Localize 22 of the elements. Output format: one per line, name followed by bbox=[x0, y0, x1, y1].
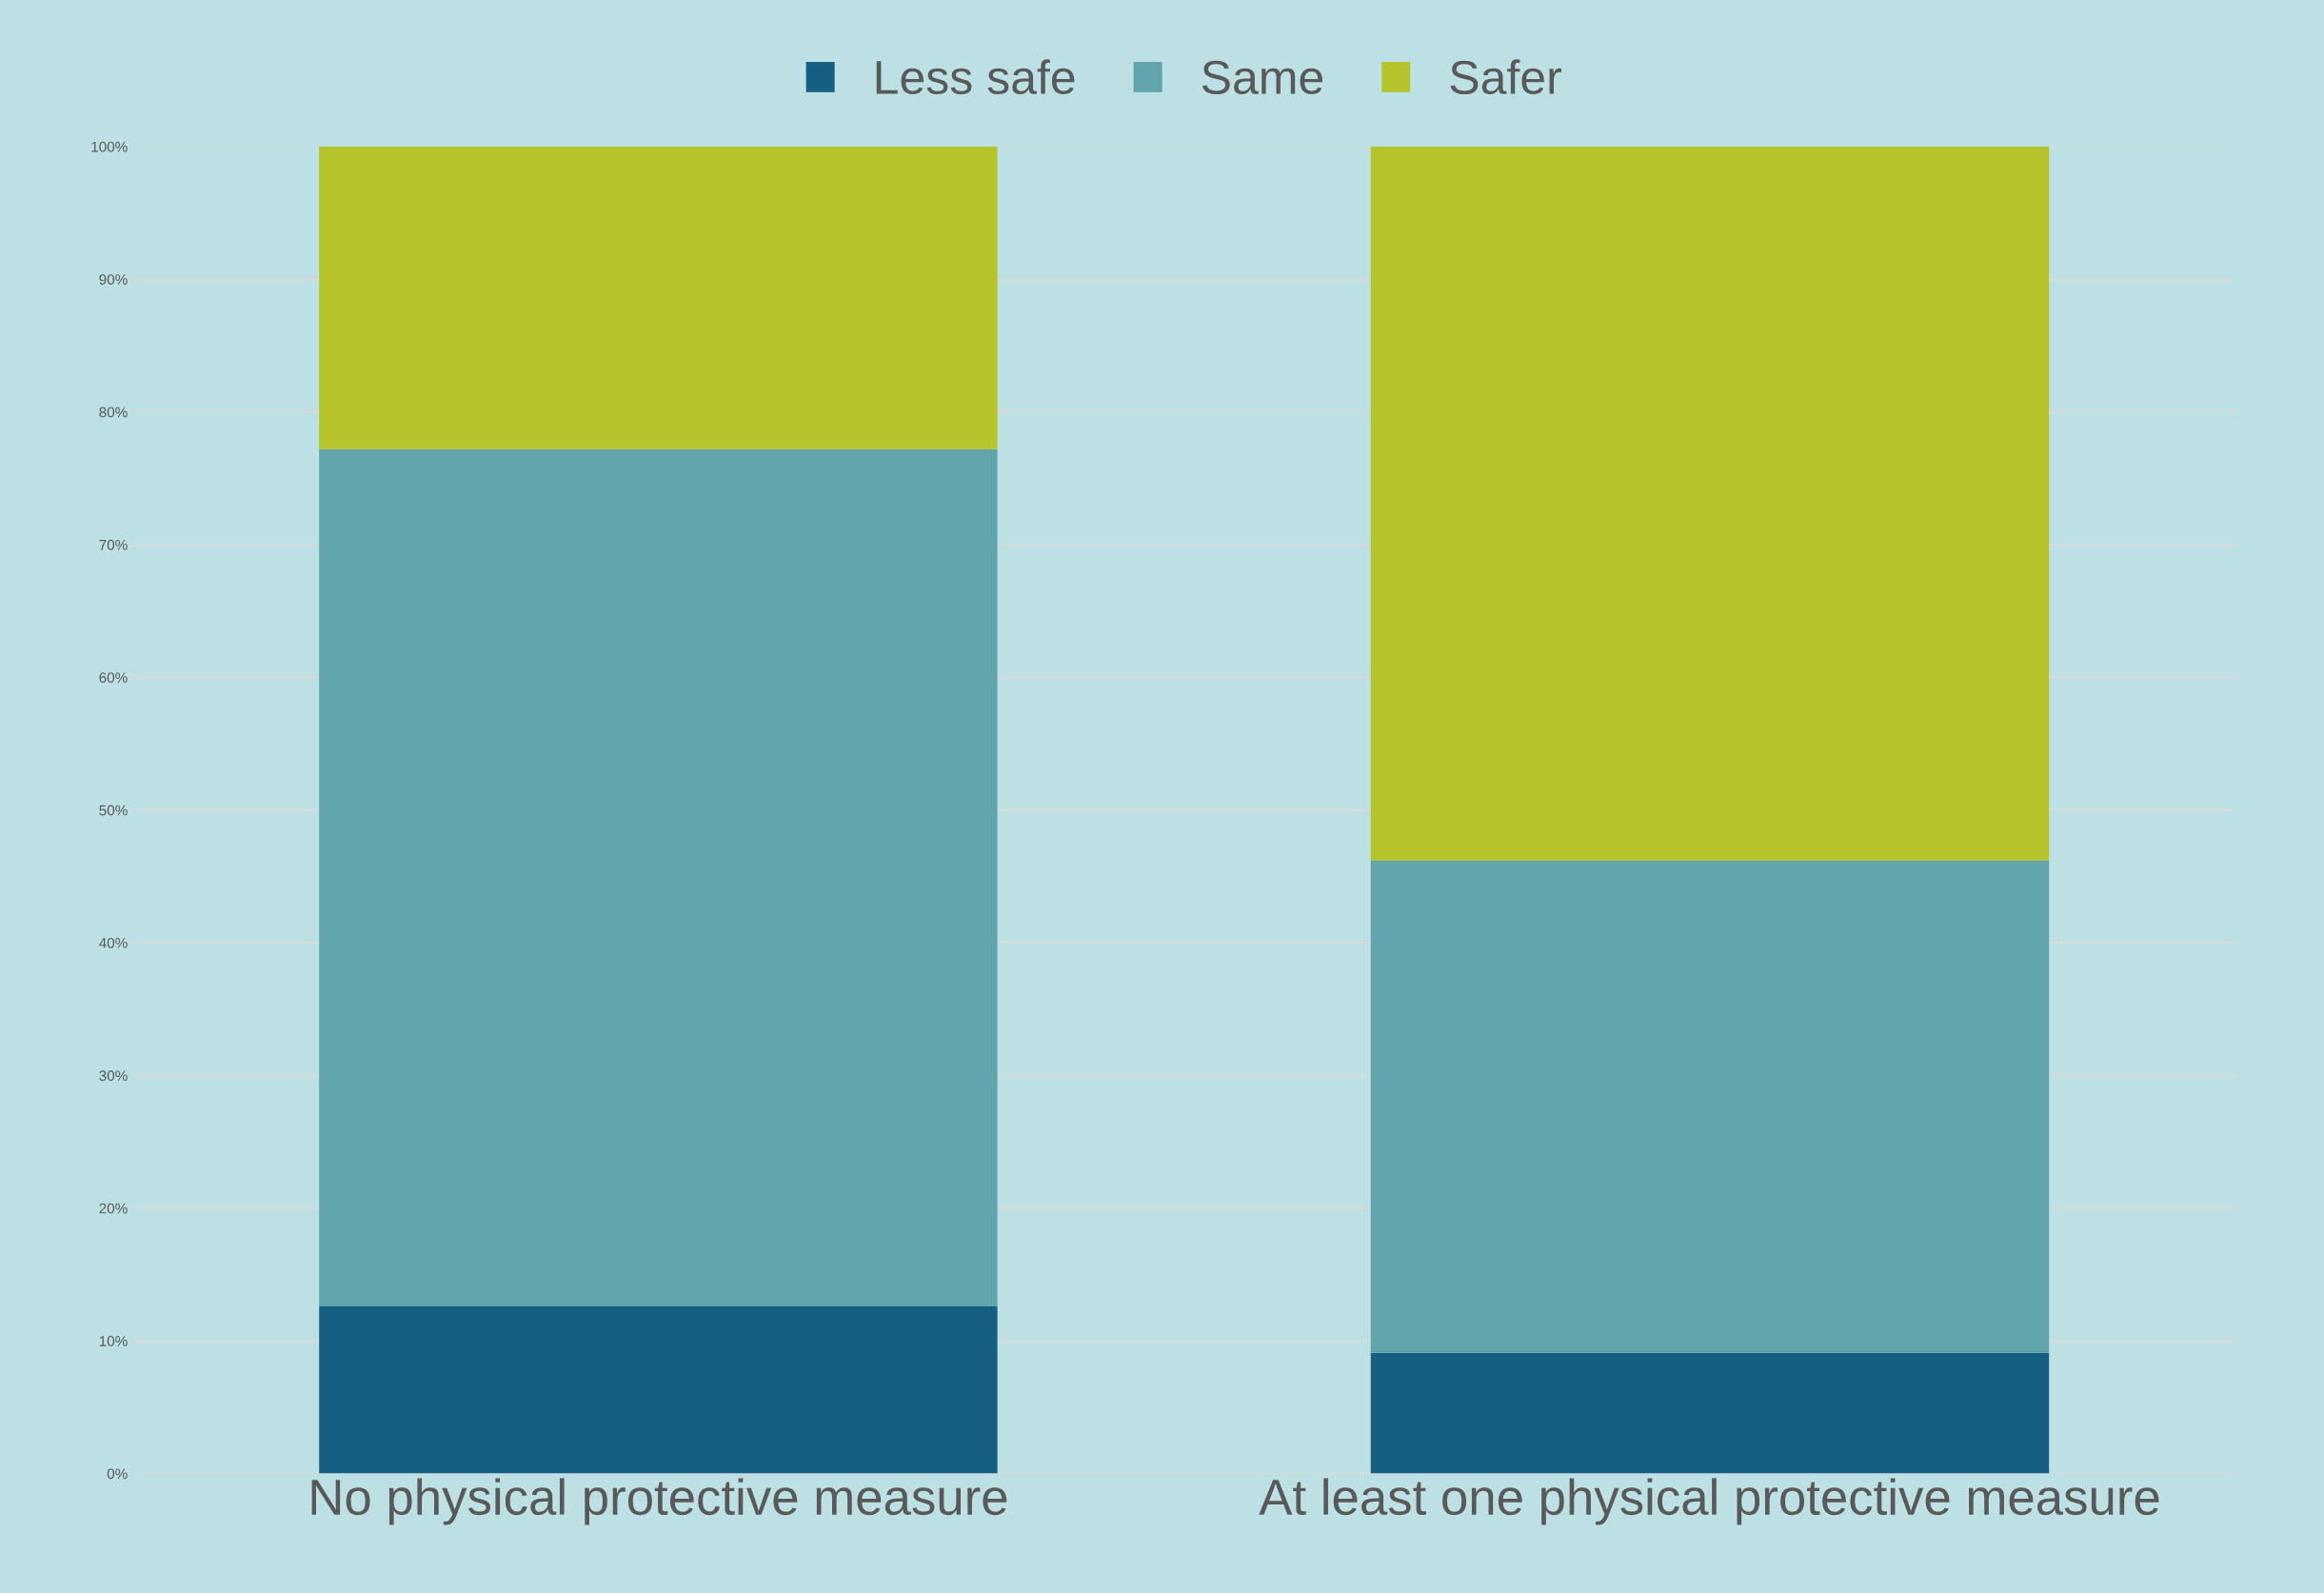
bar bbox=[1370, 1352, 2050, 1474]
y-tick-label: 50% bbox=[99, 805, 128, 816]
bar bbox=[1370, 146, 2050, 861]
y-tick-label: 60% bbox=[99, 672, 128, 684]
x-tick-label: At least one physical protective measure bbox=[1259, 1478, 2159, 1525]
legend-label: Same bbox=[1202, 60, 1323, 95]
bar bbox=[319, 146, 998, 449]
y-tick-label: 10% bbox=[99, 1336, 128, 1346]
y-tick-label: 80% bbox=[99, 407, 128, 418]
legend-label: Safer bbox=[1450, 59, 1561, 95]
y-tick-label: 90% bbox=[99, 274, 128, 285]
bar bbox=[319, 448, 998, 1306]
legend-label: Less safe bbox=[876, 59, 1075, 95]
bar bbox=[319, 1305, 998, 1474]
y-tick-label: 0% bbox=[107, 1468, 128, 1480]
y-tick-label: 20% bbox=[99, 1203, 128, 1214]
y-tick-label: 30% bbox=[99, 1070, 128, 1082]
y-tick-label: 100% bbox=[91, 141, 128, 152]
x-tick-label: No physical protective measure bbox=[311, 1478, 1007, 1525]
y-tick-label: 40% bbox=[99, 937, 128, 948]
y-tick-label: 70% bbox=[99, 539, 128, 550]
bar bbox=[1370, 860, 2050, 1353]
